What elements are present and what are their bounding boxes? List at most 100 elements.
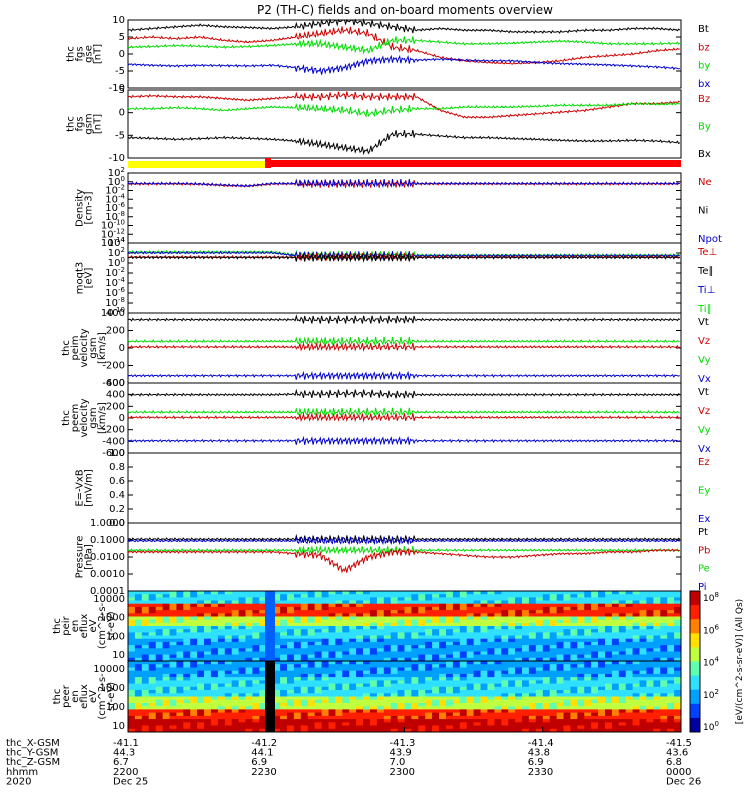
spec-cell-peir: [522, 657, 530, 662]
spec-cell-peer: [591, 719, 599, 723]
spec-cell-peir: [446, 635, 454, 640]
ylabel-peir-line: eflux: [79, 614, 90, 639]
spec-cell-peir: [273, 606, 281, 611]
spec-cell-peir: [425, 654, 433, 659]
spec-cell-peir: [591, 622, 599, 627]
spec-cell-peir: [314, 591, 322, 595]
spec-cell-peir: [287, 597, 295, 602]
spec-cell-peir: [307, 616, 316, 621]
spec-cell-peer: [252, 728, 260, 733]
spec-cell-peir: [397, 600, 405, 605]
spec-cell-peer: [605, 680, 613, 685]
spec-cell-peir: [300, 635, 309, 640]
spec-cell-peir: [245, 610, 253, 614]
spec-cell-peer: [466, 712, 475, 717]
spec-cell-peir: [128, 632, 136, 637]
spec-cell-peir: [618, 635, 627, 640]
spec-cell-peir: [169, 606, 177, 611]
spec-cell-peer: [632, 670, 640, 675]
spec-cell-peer: [376, 728, 385, 733]
spec-cell-peir: [501, 641, 509, 646]
spec-cell-peer: [577, 706, 585, 710]
spec-cell-peir: [598, 613, 606, 617]
spec-cell-peir: [515, 603, 523, 608]
spec-cell-peer: [300, 712, 309, 717]
spec-cell-peir: [639, 597, 647, 602]
spec-cell-peer: [404, 661, 412, 665]
spec-cell-peer: [660, 725, 668, 730]
spec-cell-peir: [356, 622, 364, 627]
spec-cell-peer: [280, 670, 288, 675]
spec-cell-peir: [625, 654, 634, 659]
spec-cell-peer: [287, 725, 295, 730]
spec-cell-peir: [618, 616, 627, 621]
spec-cell-peir: [162, 597, 170, 602]
spec-cell-peer: [598, 661, 606, 665]
spec-cell-peer: [535, 699, 544, 704]
spec-cell-peer: [480, 690, 488, 694]
spec-cell-peer: [584, 673, 592, 678]
ylabel-density-line: [cm-3]: [84, 191, 95, 224]
spec-cell-peer: [162, 722, 170, 726]
spec-cell-peer: [148, 703, 157, 707]
spec-cell-peer: [494, 696, 502, 701]
spec-cell-peer: [397, 670, 405, 675]
spec-cell-peer: [480, 722, 488, 726]
spec-cell-peer: [155, 664, 164, 668]
spec-cell-peir: [349, 638, 357, 643]
spec-cell-peer: [446, 670, 454, 675]
spec-cell-peer: [439, 683, 447, 688]
spec-cell-peer: [535, 693, 544, 697]
spec-cell-peir: [404, 651, 412, 656]
spec-cell-peir: [321, 629, 329, 633]
spec-cell-peer: [577, 703, 585, 707]
spec-cell-peir: [542, 629, 551, 633]
spec-cell-peir: [411, 641, 419, 646]
spec-cell-peir: [618, 657, 627, 662]
spec-cell-peir: [418, 654, 426, 659]
spec-cell-peer: [584, 664, 592, 668]
spec-cell-peir: [148, 648, 157, 652]
spec-cell-peer: [674, 715, 682, 720]
spec-cell-peir: [591, 591, 599, 595]
spec-cell-peir: [176, 594, 184, 598]
spec-cell-peer: [508, 693, 516, 697]
spec-cell-peir: [459, 651, 468, 656]
spec-cell-peir: [605, 600, 613, 605]
spec-cell-peir: [280, 648, 288, 652]
spec-cell-peir: [245, 591, 253, 595]
spec-tick-label: 100: [106, 702, 125, 713]
spec-cell-peer: [508, 715, 516, 720]
spec-cell-peir: [335, 591, 343, 595]
spec-cell-peer: [605, 667, 613, 672]
spec-cell-peir: [432, 603, 440, 608]
spec-cell-peir: [508, 629, 516, 633]
spec-cell-peer: [515, 725, 523, 730]
spec-cell-peer: [591, 680, 599, 685]
spec-cell-peir: [432, 597, 440, 602]
spec-cell-peer: [224, 680, 233, 685]
spec-cell-peir: [418, 597, 426, 602]
spec-cell-peer: [369, 693, 378, 697]
spec-cell-peir: [418, 651, 426, 656]
spec-cell-peir: [439, 657, 447, 662]
y-tick-label: 10-10: [101, 306, 125, 319]
spec-cell-peir: [660, 651, 668, 656]
spec-cell-peer: [210, 719, 219, 723]
spec-cell-peer: [542, 670, 551, 675]
spec-cell-peer: [487, 712, 495, 717]
spec-cell-peer: [383, 709, 392, 714]
spec-cell-peir: [356, 638, 364, 643]
spec-cell-peir: [639, 622, 647, 627]
spec-cell-peer: [169, 667, 177, 672]
spec-cell-peir: [418, 645, 426, 649]
spec-cell-peer: [169, 677, 177, 681]
spec-cell-peir: [598, 619, 606, 624]
spec-cell-peer: [439, 728, 447, 733]
spec-cell-peer: [584, 703, 592, 707]
spec-cell-peir: [425, 616, 433, 621]
spec-cell-peir: [439, 648, 447, 652]
spec-cell-peir: [508, 651, 516, 656]
spec-cell-peir: [501, 622, 509, 627]
spec-cell-peer: [404, 712, 412, 717]
